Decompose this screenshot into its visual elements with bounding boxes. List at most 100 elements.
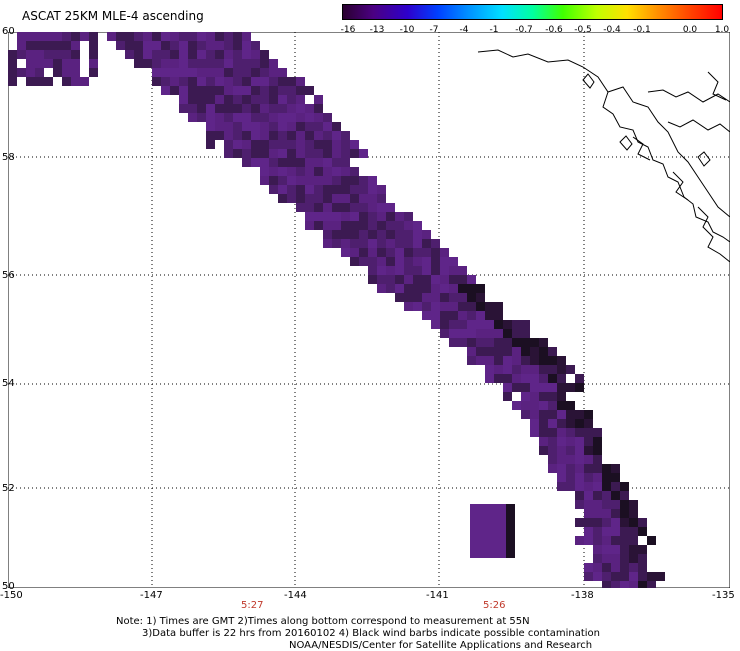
swath-cell	[260, 104, 269, 113]
swath-cell	[287, 149, 296, 158]
swath-cell	[593, 536, 602, 545]
swath-cell	[89, 32, 98, 41]
swath-cell	[593, 545, 602, 554]
swath-cell	[539, 356, 548, 365]
swath-cell	[179, 59, 188, 68]
longitude-label: -138	[571, 590, 594, 601]
swath-cell	[341, 194, 350, 203]
swath-cell	[224, 140, 233, 149]
swath-cell	[197, 68, 206, 77]
swath-cell	[80, 32, 89, 41]
swath-cell	[620, 500, 629, 509]
latitude-label: 54	[2, 378, 15, 389]
note-line-2: 3)Data buffer is 22 hrs from 20160102 4)…	[142, 628, 600, 639]
swath-cell	[152, 32, 161, 41]
color-legend-labels: -16 -13 -10 -7 -4 -1 -0.7 -0.6 -0.5 -0.4 -0.1 0.0 1.…	[330, 25, 740, 37]
swath-cell	[386, 239, 395, 248]
swath-cell	[224, 41, 233, 50]
swath-cell	[557, 383, 566, 392]
swath-cell	[116, 41, 125, 50]
swath-cell	[233, 149, 242, 158]
swath-cell	[350, 194, 359, 203]
swath-cell	[440, 266, 449, 275]
swath-cell	[497, 522, 506, 531]
swath-cell	[278, 176, 287, 185]
swath-cell	[584, 419, 593, 428]
swath-cell	[488, 504, 497, 513]
map-area	[8, 32, 730, 588]
latitude-label: 52	[2, 483, 15, 494]
coastline-segment	[602, 91, 730, 243]
swath-cell	[485, 338, 494, 347]
legend-tick-label: -10	[399, 25, 415, 35]
swath-cell	[488, 540, 497, 549]
swath-cell	[296, 140, 305, 149]
swath-cell	[260, 86, 269, 95]
swath-cell	[404, 230, 413, 239]
swath-cell	[44, 41, 53, 50]
swath-cell	[470, 540, 479, 549]
swath-cell	[422, 248, 431, 257]
swath-cell	[332, 203, 341, 212]
swath-cell	[170, 77, 179, 86]
swath-cell	[197, 50, 206, 59]
swath-cell	[422, 293, 431, 302]
swath-cell	[206, 140, 215, 149]
swath-cell	[359, 239, 368, 248]
swath-cell	[566, 437, 575, 446]
swath-cell	[170, 59, 179, 68]
swath-cell	[530, 374, 539, 383]
swath-cell	[557, 392, 566, 401]
swath-cell	[377, 275, 386, 284]
swath-cell	[497, 504, 506, 513]
coastline-segment	[667, 119, 730, 133]
swath-cell	[620, 527, 629, 536]
swath-cell	[197, 77, 206, 86]
swath-cell	[467, 311, 476, 320]
longitude-label: -144	[284, 590, 307, 601]
swath-cell	[278, 131, 287, 140]
swath-cell	[359, 221, 368, 230]
swath-cell	[638, 563, 647, 572]
swath-cell	[602, 464, 611, 473]
swath-cell	[377, 239, 386, 248]
swath-cell	[305, 122, 314, 131]
swath-cell	[386, 266, 395, 275]
swath-cell	[521, 410, 530, 419]
swath-cell	[485, 356, 494, 365]
swath-cell	[368, 239, 377, 248]
swath-cell	[521, 401, 530, 410]
swath-cell	[479, 540, 488, 549]
swath-cell	[566, 410, 575, 419]
swath-cell	[476, 329, 485, 338]
swath-cell	[278, 149, 287, 158]
swath-cell	[260, 149, 269, 158]
swath-cell	[359, 194, 368, 203]
swath-cell	[395, 293, 404, 302]
swath-cell	[629, 581, 638, 588]
swath-cell	[251, 59, 260, 68]
swath-cell	[314, 104, 323, 113]
swath-cell	[188, 50, 197, 59]
swath-cell	[152, 68, 161, 77]
swath-cell	[197, 113, 206, 122]
swath-cell	[278, 113, 287, 122]
swath-cell	[470, 531, 479, 540]
swath-cell	[593, 473, 602, 482]
swath-cell	[44, 77, 53, 86]
swath-cell	[566, 455, 575, 464]
swath-cell	[215, 77, 224, 86]
swath-cell	[557, 374, 566, 383]
swath-cell	[188, 68, 197, 77]
swath-cell	[323, 176, 332, 185]
swath-cell	[269, 77, 278, 86]
swath-cell	[497, 549, 506, 558]
swath-cell	[242, 77, 251, 86]
swath-cell	[530, 392, 539, 401]
legend-tick-label: -0.7	[515, 25, 533, 35]
swath-cell	[503, 365, 512, 374]
swath-cell	[251, 122, 260, 131]
swath-cell	[161, 32, 170, 41]
swath-cell	[359, 203, 368, 212]
swath-cell	[206, 32, 215, 41]
